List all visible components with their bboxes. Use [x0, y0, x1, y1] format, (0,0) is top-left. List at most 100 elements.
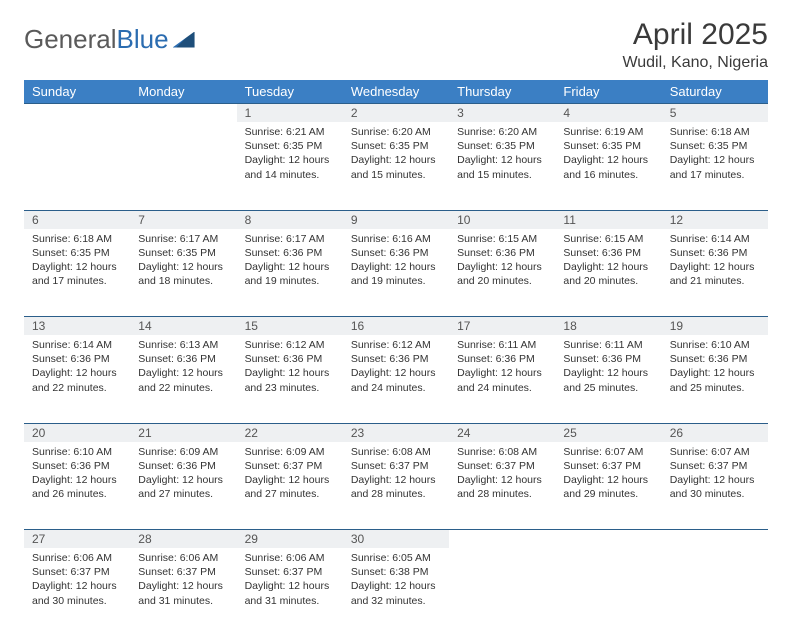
day-cell — [449, 548, 555, 636]
daylight-text-2: and 17 minutes. — [670, 168, 760, 182]
day-body-row: Sunrise: 6:14 AMSunset: 6:36 PMDaylight:… — [24, 335, 768, 423]
sunrise-text: Sunrise: 6:06 AM — [138, 551, 228, 565]
sunset-text: Sunset: 6:35 PM — [138, 246, 228, 260]
day-cell — [662, 548, 768, 636]
daylight-text-1: Daylight: 12 hours — [351, 153, 441, 167]
day-body-row: Sunrise: 6:06 AMSunset: 6:37 PMDaylight:… — [24, 548, 768, 636]
header: GeneralBlue April 2025 Wudil, Kano, Nige… — [24, 18, 768, 72]
day-cell: Sunrise: 6:07 AMSunset: 6:37 PMDaylight:… — [555, 442, 661, 530]
daylight-text-1: Daylight: 12 hours — [670, 366, 760, 380]
sunset-text: Sunset: 6:36 PM — [245, 352, 335, 366]
day-cell: Sunrise: 6:06 AMSunset: 6:37 PMDaylight:… — [24, 548, 130, 636]
daylight-text-1: Daylight: 12 hours — [32, 260, 122, 274]
sunrise-text: Sunrise: 6:11 AM — [457, 338, 547, 352]
day-cell: Sunrise: 6:20 AMSunset: 6:35 PMDaylight:… — [449, 122, 555, 210]
daylight-text-1: Daylight: 12 hours — [245, 473, 335, 487]
day-number: 25 — [555, 423, 661, 442]
daylight-text-1: Daylight: 12 hours — [138, 579, 228, 593]
daylight-text-2: and 25 minutes. — [670, 381, 760, 395]
day-number — [449, 530, 555, 549]
daynum-row: 6789101112 — [24, 210, 768, 229]
sunrise-text: Sunrise: 6:15 AM — [457, 232, 547, 246]
sunset-text: Sunset: 6:36 PM — [138, 352, 228, 366]
sunset-text: Sunset: 6:36 PM — [245, 246, 335, 260]
sunrise-text: Sunrise: 6:12 AM — [245, 338, 335, 352]
day-number: 27 — [24, 530, 130, 549]
day-cell — [24, 122, 130, 210]
daylight-text-2: and 16 minutes. — [563, 168, 653, 182]
day-cell: Sunrise: 6:10 AMSunset: 6:36 PMDaylight:… — [662, 335, 768, 423]
logo-text-2: Blue — [117, 24, 169, 55]
day-number: 17 — [449, 317, 555, 336]
daylight-text-2: and 25 minutes. — [563, 381, 653, 395]
sunrise-text: Sunrise: 6:20 AM — [457, 125, 547, 139]
daylight-text-2: and 21 minutes. — [670, 274, 760, 288]
day-number: 3 — [449, 104, 555, 123]
sunrise-text: Sunrise: 6:14 AM — [32, 338, 122, 352]
day-cell: Sunrise: 6:06 AMSunset: 6:37 PMDaylight:… — [237, 548, 343, 636]
daylight-text-1: Daylight: 12 hours — [351, 260, 441, 274]
day-cell: Sunrise: 6:05 AMSunset: 6:38 PMDaylight:… — [343, 548, 449, 636]
daylight-text-2: and 18 minutes. — [138, 274, 228, 288]
day-cell: Sunrise: 6:10 AMSunset: 6:36 PMDaylight:… — [24, 442, 130, 530]
daylight-text-2: and 30 minutes. — [32, 594, 122, 608]
day-cell: Sunrise: 6:11 AMSunset: 6:36 PMDaylight:… — [449, 335, 555, 423]
logo: GeneralBlue — [24, 18, 195, 55]
daylight-text-2: and 28 minutes. — [457, 487, 547, 501]
sunrise-text: Sunrise: 6:20 AM — [351, 125, 441, 139]
day-number: 1 — [237, 104, 343, 123]
daynum-row: 13141516171819 — [24, 317, 768, 336]
daylight-text-1: Daylight: 12 hours — [138, 260, 228, 274]
daylight-text-1: Daylight: 12 hours — [138, 366, 228, 380]
day-number: 5 — [662, 104, 768, 123]
daylight-text-2: and 22 minutes. — [32, 381, 122, 395]
day-number: 21 — [130, 423, 236, 442]
daylight-text-2: and 19 minutes. — [351, 274, 441, 288]
sunset-text: Sunset: 6:36 PM — [457, 246, 547, 260]
daylight-text-1: Daylight: 12 hours — [457, 473, 547, 487]
sunset-text: Sunset: 6:37 PM — [138, 565, 228, 579]
day-number: 28 — [130, 530, 236, 549]
sunset-text: Sunset: 6:35 PM — [563, 139, 653, 153]
daylight-text-2: and 31 minutes. — [138, 594, 228, 608]
day-number: 7 — [130, 210, 236, 229]
day-number — [555, 530, 661, 549]
sunset-text: Sunset: 6:36 PM — [457, 352, 547, 366]
weekday-header: Saturday — [662, 80, 768, 104]
location: Wudil, Kano, Nigeria — [622, 54, 768, 72]
sunset-text: Sunset: 6:36 PM — [351, 246, 441, 260]
day-number: 30 — [343, 530, 449, 549]
calendar-table: Sunday Monday Tuesday Wednesday Thursday… — [24, 80, 768, 636]
day-number: 23 — [343, 423, 449, 442]
sunset-text: Sunset: 6:36 PM — [32, 352, 122, 366]
weekday-header: Tuesday — [237, 80, 343, 104]
day-cell: Sunrise: 6:15 AMSunset: 6:36 PMDaylight:… — [555, 229, 661, 317]
day-cell: Sunrise: 6:06 AMSunset: 6:37 PMDaylight:… — [130, 548, 236, 636]
day-cell — [130, 122, 236, 210]
daylight-text-1: Daylight: 12 hours — [245, 153, 335, 167]
daylight-text-2: and 26 minutes. — [32, 487, 122, 501]
daylight-text-1: Daylight: 12 hours — [457, 153, 547, 167]
sunset-text: Sunset: 6:35 PM — [457, 139, 547, 153]
sunset-text: Sunset: 6:35 PM — [670, 139, 760, 153]
month-title: April 2025 — [622, 18, 768, 52]
day-number: 22 — [237, 423, 343, 442]
day-number: 29 — [237, 530, 343, 549]
weekday-header: Wednesday — [343, 80, 449, 104]
daylight-text-1: Daylight: 12 hours — [32, 579, 122, 593]
sunset-text: Sunset: 6:37 PM — [670, 459, 760, 473]
logo-mark-icon — [173, 32, 195, 48]
day-cell: Sunrise: 6:20 AMSunset: 6:35 PMDaylight:… — [343, 122, 449, 210]
daylight-text-2: and 27 minutes. — [245, 487, 335, 501]
sunset-text: Sunset: 6:37 PM — [351, 459, 441, 473]
sunset-text: Sunset: 6:37 PM — [245, 459, 335, 473]
day-cell: Sunrise: 6:12 AMSunset: 6:36 PMDaylight:… — [237, 335, 343, 423]
day-cell: Sunrise: 6:17 AMSunset: 6:36 PMDaylight:… — [237, 229, 343, 317]
daylight-text-2: and 24 minutes. — [457, 381, 547, 395]
sunset-text: Sunset: 6:38 PM — [351, 565, 441, 579]
sunrise-text: Sunrise: 6:07 AM — [563, 445, 653, 459]
day-cell: Sunrise: 6:09 AMSunset: 6:37 PMDaylight:… — [237, 442, 343, 530]
day-number: 16 — [343, 317, 449, 336]
day-cell: Sunrise: 6:18 AMSunset: 6:35 PMDaylight:… — [662, 122, 768, 210]
sunrise-text: Sunrise: 6:06 AM — [32, 551, 122, 565]
